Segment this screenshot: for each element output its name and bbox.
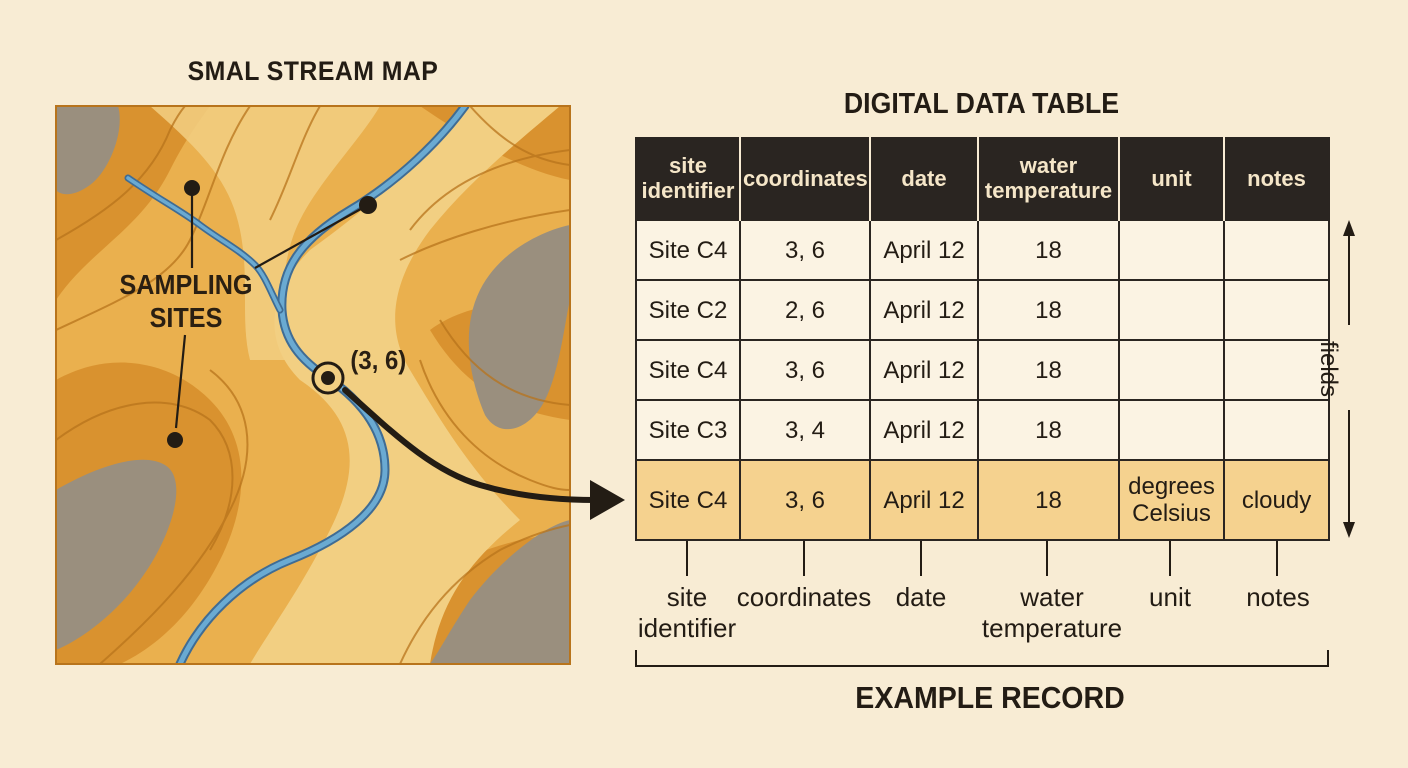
cell-date: April 12 — [869, 219, 979, 281]
caption-date: date — [895, 582, 947, 612]
map-border — [55, 105, 571, 665]
header-water-temperature: water temperature — [977, 137, 1120, 220]
header-notes: notes — [1223, 137, 1330, 220]
sampling-site-marker — [184, 180, 200, 196]
table-title: DIGITAL DATA TABLE — [843, 88, 1120, 120]
highlighted-coordinate-label: (3, 6) — [350, 345, 407, 375]
cell-unit: degrees Celsius — [1118, 459, 1225, 541]
cell-coordinates: 3, 6 — [739, 339, 871, 401]
highlighted-site-marker — [311, 361, 345, 395]
cell-site: Site C4 — [635, 219, 741, 281]
cell-temperature: 18 — [977, 279, 1120, 341]
table-row: Site C4 3, 6 April 12 18 — [635, 339, 1330, 401]
cell-temperature: 18 — [977, 459, 1120, 541]
record-arrowhead — [590, 480, 625, 520]
cell-notes — [1223, 279, 1330, 341]
cell-unit — [1118, 339, 1225, 401]
header-site-identifier: site identifier — [635, 137, 741, 220]
caption-site-identifier: site identifier — [637, 582, 737, 643]
record-arrow — [342, 387, 598, 503]
cell-notes — [1223, 399, 1330, 461]
fields-label: fields — [1315, 340, 1342, 398]
example-record-row: Site C4 3, 6 April 12 18 degrees Celsius… — [635, 459, 1330, 541]
caption-water-temperature: water temperature — [981, 582, 1123, 643]
cell-coordinates: 2, 6 — [739, 279, 871, 341]
cell-notes: cloudy — [1223, 459, 1330, 541]
table-row: Site C3 3, 4 April 12 18 — [635, 399, 1330, 461]
header-coordinates: coordinates — [739, 137, 871, 220]
caption-coordinates: coordinates — [736, 582, 872, 612]
caption-notes: notes — [1246, 582, 1310, 612]
cell-date: April 12 — [869, 279, 979, 341]
cell-unit — [1118, 399, 1225, 461]
map-title: SMAL STREAM MAP — [187, 56, 439, 86]
cell-unit — [1118, 279, 1225, 341]
cell-temperature: 18 — [977, 219, 1120, 281]
sampling-site-marker — [167, 432, 183, 448]
cell-unit — [1118, 219, 1225, 281]
sampling-leader-lines — [174, 190, 369, 429]
cell-coordinates: 3, 6 — [739, 459, 871, 541]
header-unit: unit — [1118, 137, 1225, 220]
table-row: Site C2 2, 6 April 12 18 — [635, 279, 1330, 341]
digital-data-table: site identifier coordinates date water t… — [635, 137, 1330, 541]
cell-site: Site C4 — [635, 339, 741, 401]
table-header-row: site identifier coordinates date water t… — [635, 137, 1330, 220]
table-row: Site C4 3, 6 April 12 18 — [635, 219, 1330, 281]
cell-temperature: 18 — [977, 399, 1120, 461]
cell-site: Site C3 — [635, 399, 741, 461]
cell-site: Site C2 — [635, 279, 741, 341]
cell-date: April 12 — [869, 399, 979, 461]
cell-date: April 12 — [869, 339, 979, 401]
cell-site: Site C4 — [635, 459, 741, 541]
cell-coordinates: 3, 4 — [739, 399, 871, 461]
cell-coordinates: 3, 6 — [739, 219, 871, 281]
cell-notes — [1223, 219, 1330, 281]
caption-unit: unit — [1149, 582, 1191, 612]
example-record-label: EXAMPLE RECORD — [855, 680, 1125, 715]
sampling-sites-label: SAMPLING SITES — [119, 269, 253, 333]
example-record-bracket — [635, 650, 1329, 667]
cell-date: April 12 — [869, 459, 979, 541]
cell-temperature: 18 — [977, 339, 1120, 401]
header-date: date — [869, 137, 979, 220]
cell-notes — [1223, 339, 1330, 401]
caption-ticks — [686, 540, 1278, 576]
topographic-map — [56, 106, 570, 664]
sampling-site-marker — [359, 196, 377, 214]
